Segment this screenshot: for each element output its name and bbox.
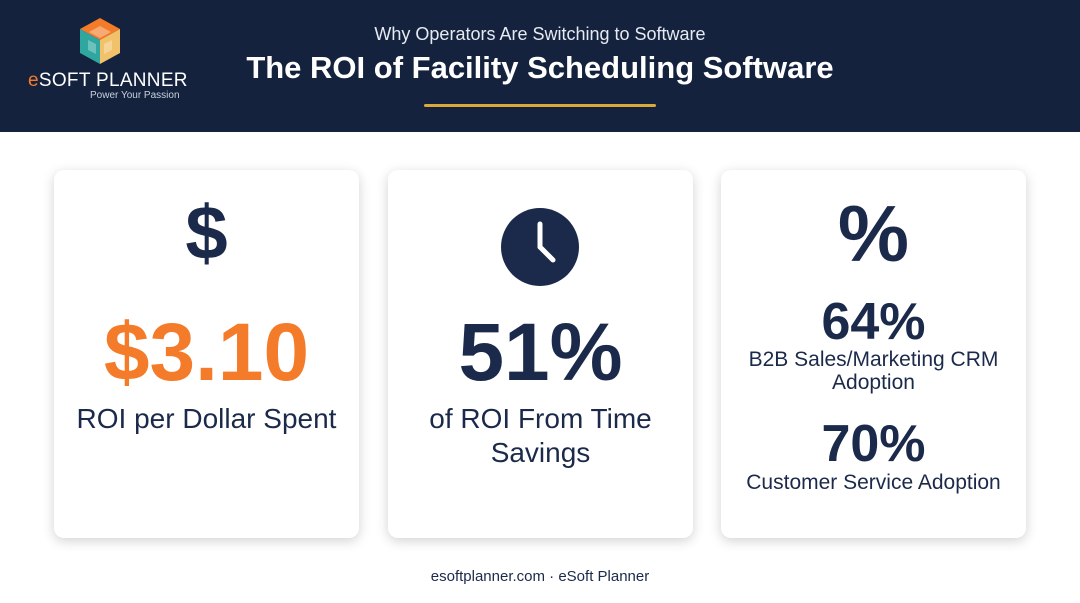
time-savings-value: 51% [458, 307, 623, 398]
percent-icon: % [837, 189, 910, 278]
clock-icon [501, 208, 579, 286]
adoption-card: % 64% B2B Sales/Marketing CRM Adoption 7… [721, 170, 1026, 538]
footer-credit: esoftplanner.com · eSoft Planner [430, 568, 650, 585]
dollar-icon: $ [185, 191, 228, 276]
customer-service-adoption-value: 70% [821, 415, 926, 473]
roi-label: ROI per Dollar Spent [76, 403, 337, 434]
time-savings-label: of ROI From Time Savings [429, 403, 652, 468]
crm-adoption-value: 64% [821, 293, 926, 351]
time-savings-card: 51% of ROI From Time Savings [388, 170, 693, 538]
title-divider [424, 104, 656, 107]
roi-card: $ $3.10 ROI per Dollar Spent [54, 170, 359, 538]
customer-service-adoption-label: Customer Service Adoption [746, 471, 1001, 494]
brand-wordmark: eSOFT PLANNER [28, 70, 188, 91]
page-subtitle: Why Operators Are Switching to Software [374, 24, 706, 44]
brand-logo[interactable]: eSOFT PLANNER Power Your Passion [28, 16, 188, 102]
cube-logo-icon [80, 18, 120, 64]
crm-adoption-label: B2B Sales/Marketing CRM Adoption [748, 348, 999, 394]
header-banner: eSOFT PLANNER Power Your Passion Why Ope… [0, 0, 1080, 132]
page-title: The ROI of Facility Scheduling Software [246, 50, 834, 85]
roi-value: $3.10 [103, 307, 310, 398]
brand-tagline: Power Your Passion [90, 90, 180, 101]
